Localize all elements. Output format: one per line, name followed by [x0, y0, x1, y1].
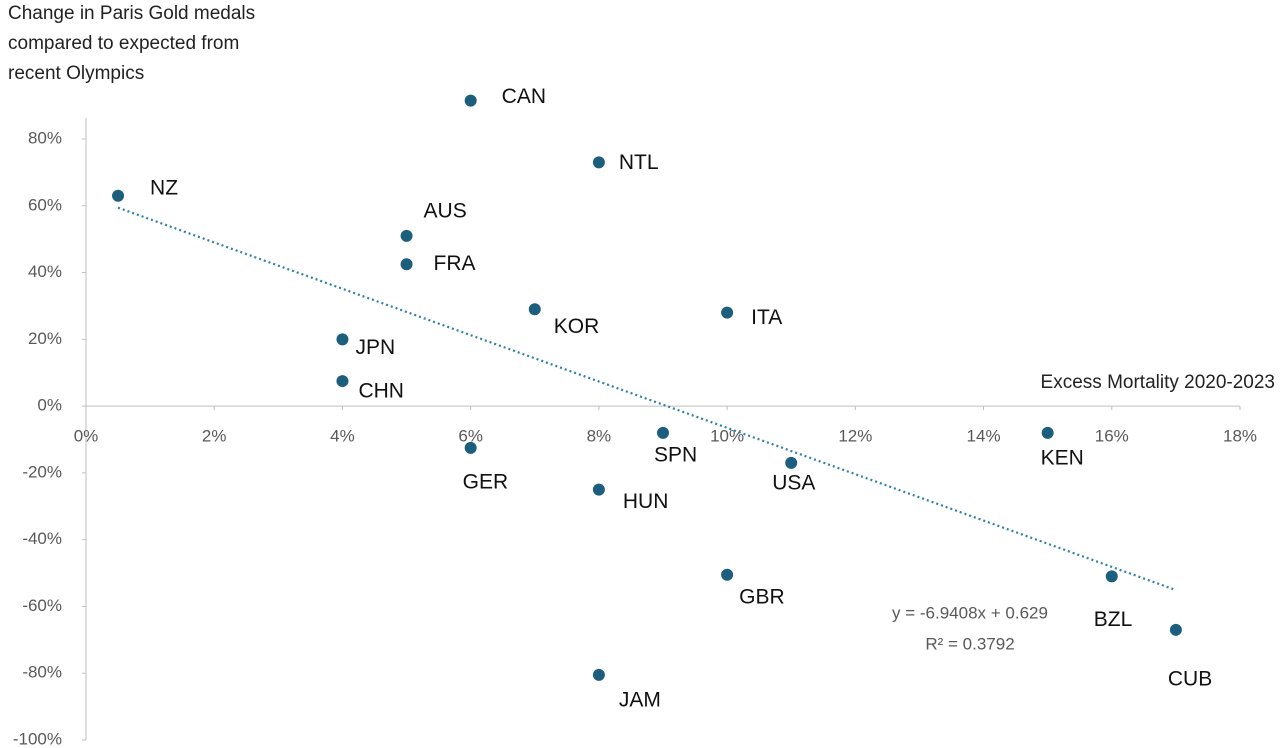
- point-label: GER: [463, 470, 509, 493]
- point: [336, 333, 349, 346]
- y-tick-label: 40%: [28, 262, 62, 281]
- y-axis-label: recent Olympics: [8, 63, 144, 84]
- trendline-equation: y = -6.9408x + 0.629: [892, 603, 1048, 622]
- point: [721, 568, 734, 581]
- point: [785, 456, 798, 469]
- point: [336, 375, 349, 388]
- point-label: CAN: [502, 85, 546, 108]
- x-tick-label: 0%: [74, 427, 99, 446]
- point-label: KEN: [1041, 446, 1084, 469]
- y-tick-label: -100%: [13, 729, 62, 748]
- x-tick-label: 18%: [1223, 427, 1257, 446]
- point: [592, 156, 605, 169]
- point: [592, 483, 605, 496]
- x-tick-label: 10%: [710, 427, 744, 446]
- x-tick-label: 12%: [838, 427, 872, 446]
- x-tick-label: 14%: [967, 427, 1001, 446]
- x-tick-label: 16%: [1095, 427, 1129, 446]
- point-label: BZL: [1094, 608, 1133, 631]
- point: [721, 306, 734, 319]
- point: [528, 303, 541, 316]
- point-label: ITA: [751, 306, 782, 329]
- y-tick-label: 80%: [28, 128, 62, 147]
- point: [400, 258, 413, 271]
- y-tick-label: -60%: [22, 596, 62, 615]
- y-tick-label: 0%: [37, 396, 62, 415]
- y-axis-label: compared to expected from: [8, 33, 239, 54]
- x-tick-label: 2%: [202, 427, 227, 446]
- y-tick-label: -80%: [22, 663, 62, 682]
- point: [400, 229, 413, 242]
- point-label: HUN: [623, 490, 669, 513]
- point: [592, 668, 605, 681]
- point: [112, 189, 125, 202]
- point-label: CUB: [1168, 667, 1212, 690]
- point: [464, 94, 477, 107]
- y-axis-label: Change in Paris Gold medals: [8, 3, 255, 24]
- x-axis-label: Excess Mortality 2020-2023: [1041, 372, 1275, 393]
- point: [657, 426, 669, 439]
- point-label: JAM: [619, 688, 661, 711]
- point: [1169, 623, 1182, 636]
- point-label: NZ: [150, 176, 178, 199]
- y-tick-label: 60%: [28, 195, 62, 214]
- x-tick-label: 6%: [458, 427, 483, 446]
- point: [464, 441, 477, 454]
- y-tick-label: 20%: [28, 329, 62, 348]
- y-tick-label: -40%: [22, 529, 62, 548]
- point-label: SPN: [654, 443, 697, 466]
- trendline-r2: R² = 0.3792: [925, 634, 1014, 653]
- point-label: GBR: [739, 585, 785, 608]
- point-label: NTL: [619, 151, 659, 174]
- point-label: AUS: [424, 199, 467, 222]
- trendline: [117, 206, 1177, 592]
- x-tick-label: 4%: [330, 427, 355, 446]
- point-label: FRA: [434, 252, 476, 275]
- x-tick-label: 8%: [587, 427, 612, 446]
- point: [1041, 426, 1054, 439]
- point-label: CHN: [358, 380, 404, 403]
- point-label: USA: [772, 471, 815, 494]
- point: [1105, 570, 1118, 583]
- y-tick-label: -20%: [22, 462, 62, 481]
- point-label: JPN: [355, 336, 395, 359]
- point-label: KOR: [554, 315, 600, 338]
